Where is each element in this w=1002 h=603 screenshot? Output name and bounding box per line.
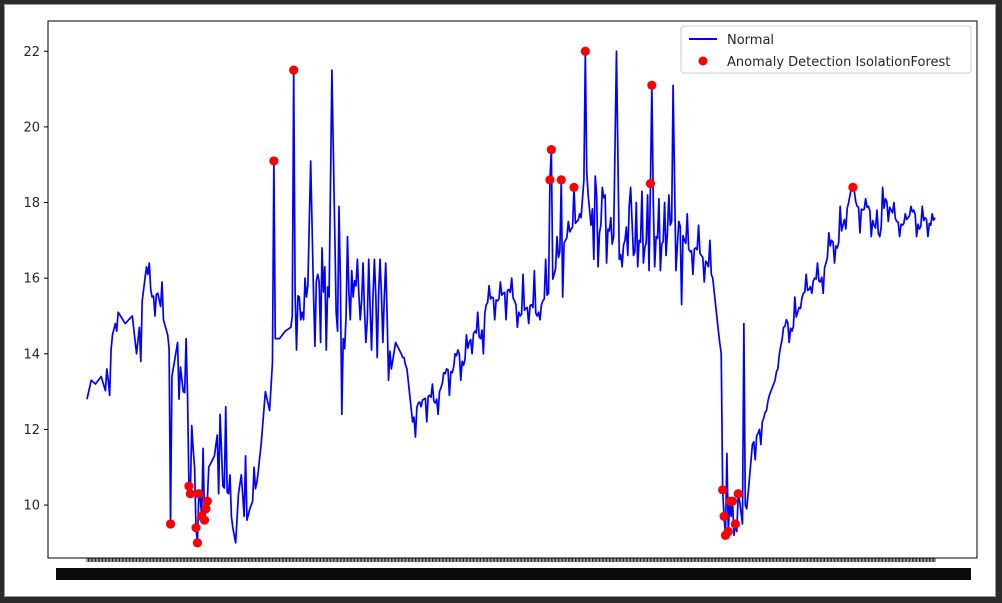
anomaly-point [192, 538, 203, 548]
y-tick-label: 12 [23, 423, 40, 438]
anomaly-point [719, 511, 729, 522]
y-tick-label: 22 [23, 45, 40, 60]
anomaly-point [199, 515, 210, 525]
y-axis: 10 12 14 16 18 20 22 [23, 45, 48, 514]
anomaly-point [546, 144, 556, 155]
anomaly-point [201, 504, 211, 514]
legend-label-normal: Normal [727, 33, 774, 48]
anomaly-point [723, 526, 733, 537]
x-axis-ticks [56, 558, 971, 580]
anomaly-point [848, 182, 858, 192]
anomaly-points [165, 46, 858, 548]
figure-window: 10 12 14 16 18 20 22 Normal Anomaly Detection … [4, 4, 996, 597]
anomaly-point [545, 175, 555, 185]
legend-box [680, 25, 972, 74]
x-tick-labels-overlapping [56, 568, 971, 580]
anomaly-point [202, 496, 212, 506]
anomaly-point [730, 519, 740, 529]
y-tick-label: 14 [23, 347, 40, 362]
legend: Normal Anomaly Detection IsolationForest [680, 25, 972, 74]
y-tick-label: 10 [23, 499, 40, 514]
anomaly-point [556, 175, 566, 185]
anomaly-point [569, 182, 579, 192]
anomaly-point [165, 519, 176, 529]
anomaly-point [289, 65, 299, 75]
anomaly-point [580, 46, 590, 56]
anomaly-point [718, 485, 728, 495]
anomaly-point [191, 523, 201, 533]
line-chart: 10 12 14 16 18 20 22 Normal Anomaly Detection … [23, 20, 978, 580]
series-line-normal [86, 50, 936, 544]
y-tick-label: 16 [23, 272, 40, 287]
anomaly-point [269, 156, 279, 166]
anomaly-point [647, 80, 657, 90]
anomaly-point [733, 489, 743, 499]
y-tick-label: 18 [23, 196, 40, 211]
anomaly-point [727, 496, 738, 506]
anomaly-point [194, 489, 204, 499]
y-tick-label: 20 [23, 120, 40, 135]
legend-swatch-anomaly [698, 56, 708, 66]
anomaly-point [185, 489, 195, 499]
legend-label-anomaly: Anomaly Detection IsolationForest [727, 55, 950, 70]
anomaly-point [645, 179, 656, 189]
anomaly-point [184, 481, 194, 491]
